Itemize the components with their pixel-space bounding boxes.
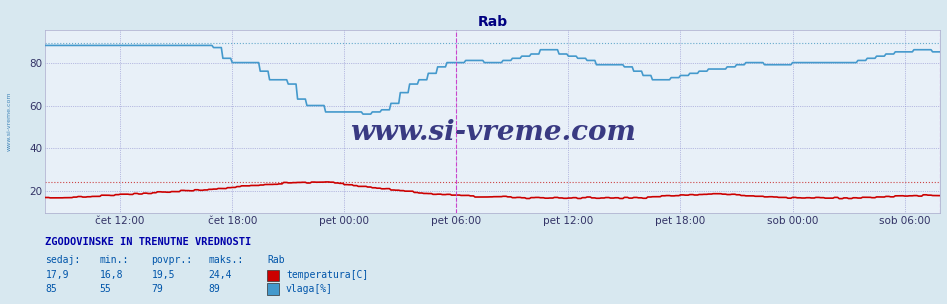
Text: 55: 55	[99, 284, 111, 294]
Text: 85: 85	[45, 284, 57, 294]
Title: Rab: Rab	[478, 15, 508, 29]
Text: 17,9: 17,9	[45, 270, 69, 280]
Text: vlaga[%]: vlaga[%]	[286, 284, 333, 294]
Text: www.si-vreme.com: www.si-vreme.com	[350, 119, 635, 146]
Text: min.:: min.:	[99, 255, 129, 265]
Text: ZGODOVINSKE IN TRENUTNE VREDNOSTI: ZGODOVINSKE IN TRENUTNE VREDNOSTI	[45, 237, 252, 247]
Text: sedaj:: sedaj:	[45, 255, 80, 265]
Text: 79: 79	[152, 284, 163, 294]
Text: 16,8: 16,8	[99, 270, 123, 280]
Text: www.si-vreme.com: www.si-vreme.com	[7, 92, 12, 151]
Text: povpr.:: povpr.:	[152, 255, 192, 265]
Text: temperatura[C]: temperatura[C]	[286, 270, 368, 280]
Text: 89: 89	[208, 284, 220, 294]
Text: 19,5: 19,5	[152, 270, 175, 280]
Text: 24,4: 24,4	[208, 270, 232, 280]
Text: Rab: Rab	[267, 255, 285, 265]
Text: maks.:: maks.:	[208, 255, 243, 265]
